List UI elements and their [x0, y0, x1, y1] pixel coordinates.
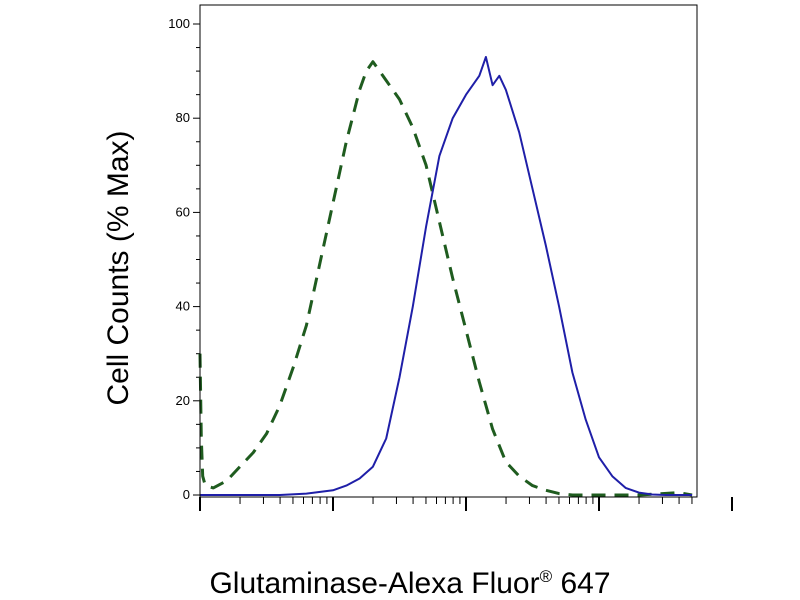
y-tick-label: 40 [176, 299, 190, 314]
y-tick-label: 100 [168, 16, 190, 31]
x-axis-title-main: Glutaminase-Alexa Fluor [209, 567, 539, 600]
y-axis-title: Cell Counts (% Max) [102, 130, 135, 405]
x-axis-tick-marks [199, 497, 733, 511]
y-tick-label: 60 [176, 204, 190, 219]
dashed-control-series [198, 60, 693, 497]
y-tick-label: 0 [183, 487, 190, 502]
solid-stained-series [200, 56, 693, 496]
y-axis-tick-labels: 0 20 40 60 80 100 [168, 16, 190, 502]
plot-frame [199, 4, 698, 498]
x-axis-title-suffix: 647 [552, 567, 610, 600]
x-axis-title-superscript: ® [540, 567, 553, 586]
y-tick-label: 20 [176, 393, 190, 408]
series-lines [198, 56, 693, 497]
y-tick-label: 80 [176, 110, 190, 125]
x-axis-title: Glutaminase-Alexa Fluor® 647 [209, 567, 610, 600]
y-axis-tick-marks [193, 23, 200, 496]
